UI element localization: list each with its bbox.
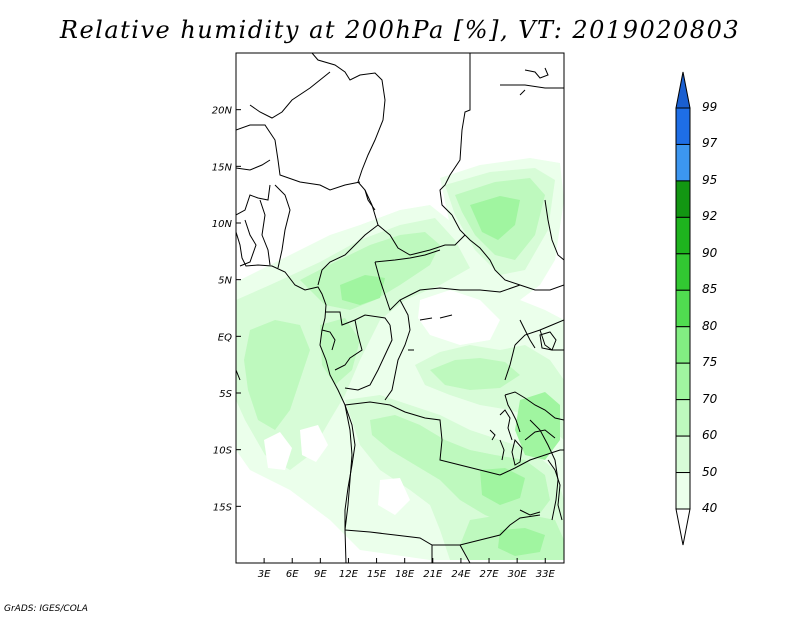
colorbar-level-label: 85 [702, 282, 718, 297]
lon-tick-label: 3E [258, 569, 271, 580]
colorbar-segment [675, 253, 691, 291]
lat-tick-label: 10S [213, 446, 233, 457]
colorbar-segment [675, 107, 691, 145]
lon-tick-label: 21E [423, 569, 443, 580]
colorbar-segment [675, 435, 691, 474]
lat-tick-label: 5N [218, 276, 232, 287]
coastlines [236, 67, 563, 563]
lon-tick-label: 15E [367, 569, 387, 580]
colorbar-segment [675, 399, 691, 437]
lon-tick-label: 9E [314, 569, 327, 580]
lat-tick-label: 20N [212, 106, 233, 117]
colorbar-segment [675, 326, 691, 364]
colorbar-level-label: 40 [702, 501, 718, 515]
lat-tick-label: EQ [218, 332, 232, 343]
lon-tick-label: 24E [451, 569, 471, 580]
colorbar-segment [675, 472, 691, 510]
humidity-gaps [264, 290, 500, 515]
colorbar-level-label: 80 [702, 318, 718, 333]
humidity-shading [236, 158, 564, 560]
colorbar-level-label: 99 [702, 100, 718, 114]
colorbar-segment [675, 143, 691, 182]
humidity-70-75-fill [340, 196, 560, 556]
colorbar-level-label: 92 [702, 209, 718, 224]
lat-tick-label: 15S [213, 502, 233, 513]
lat-tick-label: 15N [212, 162, 233, 173]
colorbar-segment [675, 362, 691, 401]
colorbar-top-arrow [675, 71, 691, 109]
colorbar-level-label: 95 [702, 172, 718, 187]
colorbar-segment [675, 216, 691, 255]
lat-tick-label: 10N [212, 219, 233, 230]
lat-tick-label: 5S [219, 389, 232, 400]
colorbar-level-label: 75 [702, 355, 718, 370]
colorbar-segment [675, 180, 691, 218]
colorbar-level-label: 70 [702, 391, 718, 406]
country-boundaries [236, 53, 564, 563]
map-frame [235, 52, 565, 564]
lat-axis: 20N 15N 10N 5N EQ 5S 10S 15S [212, 106, 241, 513]
colorbar-level-label: 90 [702, 245, 718, 260]
lon-tick-label: 6E [286, 569, 299, 580]
lon-axis: 3E 6E 9E 12E 15E 18E 21E 24E 27E 30E 33E [258, 558, 556, 580]
colorbar-level-label: 50 [702, 464, 718, 479]
lon-tick-label: 27E [480, 569, 500, 580]
colorbar-segment [675, 289, 691, 328]
colorbar-bottom-arrow [675, 508, 691, 546]
lon-tick-label: 30E [508, 569, 528, 580]
lon-tick-label: 33E [536, 569, 556, 580]
map-title: Relative humidity at 200hPa [%], VT: 201… [59, 16, 741, 44]
colorbar [675, 71, 691, 546]
colorbar-level-label: 97 [702, 136, 718, 151]
lon-tick-label: 18E [395, 569, 415, 580]
grads-credit: GrADS: IGES/COLA [4, 604, 88, 614]
lon-tick-label: 12E [339, 569, 359, 580]
colorbar-level-label: 60 [702, 428, 718, 443]
